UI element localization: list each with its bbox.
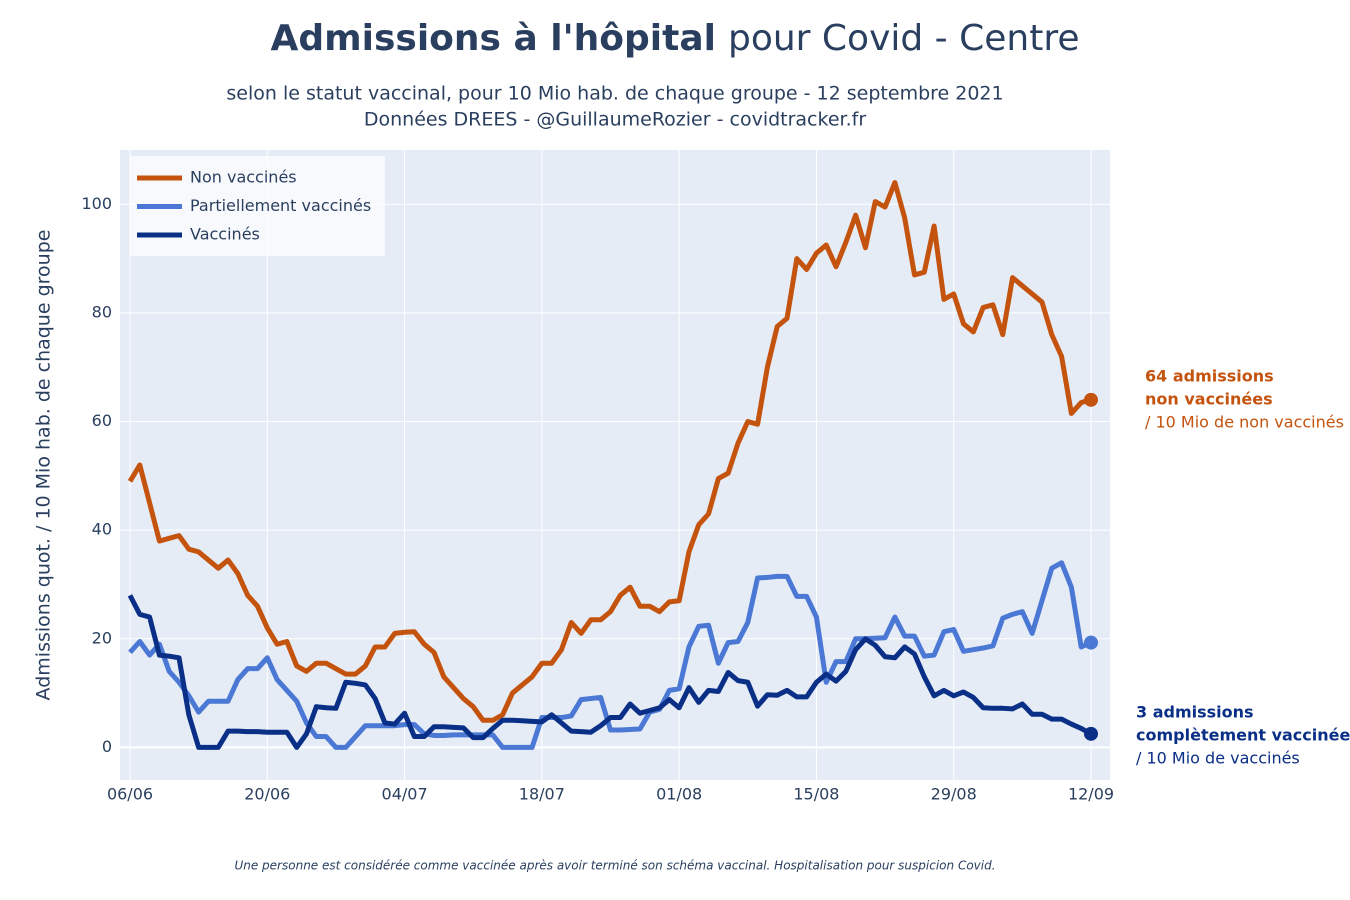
legend-label: Partiellement vaccinés xyxy=(190,196,371,215)
annotation: non vaccinées xyxy=(1145,390,1273,409)
x-tick-label: 15/08 xyxy=(793,785,839,804)
x-tick-label: 18/07 xyxy=(519,785,565,804)
data-line xyxy=(127,180,1092,723)
end-marker xyxy=(1084,392,1098,407)
chart-title: Admissions à l'hôpital pour Covid - Centr… xyxy=(270,18,1079,59)
annotation: complètement vaccinée xyxy=(1136,726,1350,745)
y-tick-label: 100 xyxy=(81,194,112,213)
subtitle: selon le statut vaccinal, pour 10 Mio ha… xyxy=(226,83,1003,105)
annotation: / 10 Mio de vaccinés xyxy=(1136,749,1300,768)
legend-label: Vaccinés xyxy=(190,225,260,244)
end-marker xyxy=(1084,726,1098,741)
y-tick-label: 40 xyxy=(92,520,112,539)
annotation: / 10 Mio de non vaccinés xyxy=(1145,413,1344,432)
y-tick-label: 60 xyxy=(92,411,112,430)
data-line xyxy=(127,594,1093,750)
x-tick-label: 01/08 xyxy=(656,785,702,804)
data-line xyxy=(128,560,1093,750)
footnote: Une personne est considérée comme vaccin… xyxy=(234,859,995,873)
y-tick-label: 20 xyxy=(92,628,112,647)
y-tick-label: 80 xyxy=(92,302,112,321)
x-tick-label: 29/08 xyxy=(931,785,977,804)
annotation: 3 admissions xyxy=(1136,703,1254,722)
end-marker xyxy=(1084,635,1098,650)
x-tick-label: 06/06 xyxy=(107,785,153,804)
annotation: 64 admissions xyxy=(1145,367,1274,386)
title-bold: Admissions à l'hôpital xyxy=(270,18,716,59)
x-tick-label: 12/09 xyxy=(1068,785,1114,804)
y-axis-label: Admissions quot. / 10 Mio hab. de chaque… xyxy=(33,230,55,701)
x-tick-label: 20/06 xyxy=(244,785,290,804)
title-rest: pour Covid - Centre xyxy=(728,18,1080,59)
x-tick-label: 04/07 xyxy=(382,785,428,804)
y-tick-label: 0 xyxy=(102,737,112,756)
legend-label: Non vaccinés xyxy=(190,168,297,187)
subtitle: Données DREES - @GuillaumeRozier - covid… xyxy=(364,109,866,131)
